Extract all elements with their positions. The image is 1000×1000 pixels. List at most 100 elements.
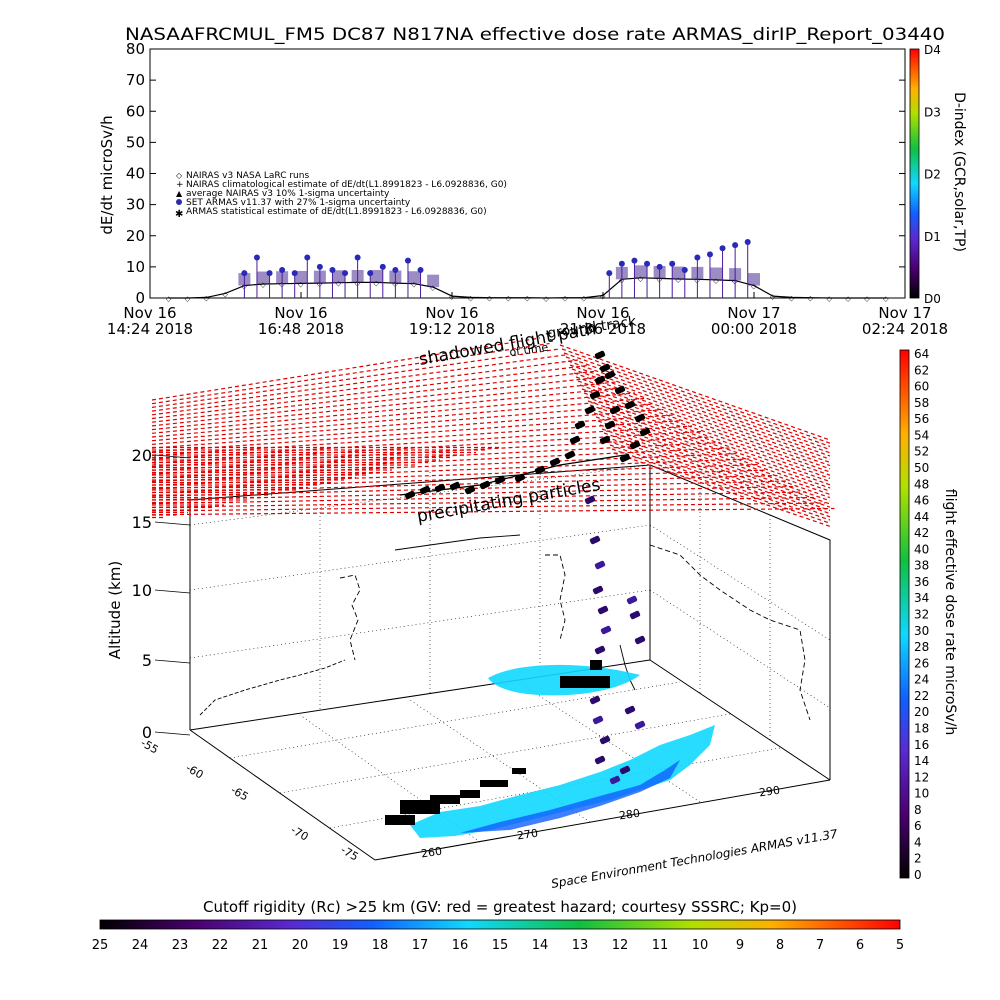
rigidity-colorbar-group: Cutoff rigidity (Rc) >25 km (GV: red = g… (92, 898, 904, 953)
rigidity-tick: 5 (896, 938, 904, 953)
flight-marker (592, 715, 604, 725)
altitude-tick (154, 521, 191, 526)
top-x-tick-date: Nov 16 (576, 304, 629, 322)
rigidity-tick: 15 (492, 938, 509, 953)
flight-marker (464, 485, 476, 495)
d-index-tick: D3 (924, 105, 941, 119)
flight-marker (584, 495, 596, 505)
d-index-tick: D1 (924, 230, 941, 244)
flight-path (399, 350, 651, 785)
legend-entry-2: average NAIRAS v3 10% 1-sigma uncertaint… (186, 189, 390, 199)
legend-symbol-dot (176, 199, 182, 205)
rigidity-contour-right (569, 364, 831, 457)
armas-point (329, 266, 336, 273)
nairas-point: ◇ (430, 284, 436, 292)
rigidity-contour-right (595, 416, 831, 499)
flight-marker (604, 420, 616, 430)
top-y-tick-label: 30 (126, 196, 145, 214)
uncertainty-band (634, 265, 647, 278)
armas-point (253, 254, 260, 261)
rigidity-contour (151, 496, 816, 508)
top-x-tick-date: Nov 16 (274, 304, 327, 322)
armas-point (266, 270, 273, 277)
rigidity-contour (151, 392, 636, 438)
uncertainty-band (710, 267, 723, 280)
altitude-tick-label: 10 (132, 581, 152, 600)
rigidity-tick: 25 (92, 938, 109, 953)
dose-rate-colorbar-label: flight effective dose rate microSv/h (942, 489, 958, 735)
nairas-point: ◇ (449, 293, 455, 301)
flight-marker (639, 427, 651, 437)
flight-marker (594, 560, 606, 570)
box-grid (189, 464, 831, 843)
armas-point (744, 238, 751, 245)
armas-point (241, 270, 248, 277)
flight-marker (549, 457, 561, 467)
rigidity-contour-right (583, 392, 831, 479)
top-x-tick-time: 02:24 2018 (862, 320, 948, 338)
top-y-ticks: 0 10 20 30 40 50 60 70 80 (126, 40, 905, 307)
top-x-tick-date: Nov 16 (425, 304, 478, 322)
armas-point (379, 263, 386, 270)
rigidity-contour-right (571, 368, 831, 460)
rigidity-contour (151, 474, 778, 494)
armas-point (392, 266, 399, 273)
uncertainty-band (427, 274, 440, 288)
rigidity-contour-right (601, 428, 831, 508)
rigidity-tick: 18 (372, 938, 389, 953)
top-x-tick-date: Nov 17 (727, 304, 780, 322)
dose-rate-tick: 52 (914, 445, 929, 459)
top-y-tick-label: 60 (126, 102, 145, 120)
altitude-tick-label: 0 (142, 723, 152, 742)
flight-marker (594, 375, 606, 385)
rigidity-contour (151, 375, 607, 427)
rigidity-contour-right (561, 348, 831, 444)
latitude-tick-label: -75 (339, 843, 361, 863)
nairas-point: ◇ (223, 290, 229, 298)
flight-marker (584, 405, 596, 415)
armas-point (367, 270, 374, 277)
rigidity-contour (151, 397, 645, 442)
nairas-point: ◇ (864, 295, 870, 303)
flight-marker (597, 605, 609, 615)
flight-marker (564, 450, 576, 460)
rigidity-tick: 10 (692, 938, 709, 953)
nairas-point: ◇ (581, 295, 587, 303)
armas-point (732, 242, 739, 249)
rigidity-contour-right (611, 448, 831, 524)
rigidity-contour-right (563, 352, 831, 447)
uncertainty-band (295, 270, 307, 284)
rigidity-tick: 9 (736, 938, 744, 953)
longitude-tick-label: 270 (516, 827, 539, 843)
armas-point (304, 254, 311, 261)
rigidity-contour-right (577, 380, 831, 470)
rigidity-contour (151, 425, 693, 460)
rigidity-tick: 13 (572, 938, 589, 953)
box-frame (154, 455, 831, 861)
dose-rate-tick: 24 (914, 673, 929, 687)
rigidity-contour-right (585, 396, 831, 483)
altitude-tick (154, 589, 191, 594)
flight-marker (619, 765, 631, 775)
altitude-tick (154, 659, 191, 664)
longitude-tick-label: 260 (420, 845, 443, 861)
uncertainty-band (672, 266, 685, 280)
top-y-axis-label: dE/dt microSv/h (98, 115, 116, 234)
armas-point (669, 260, 676, 267)
rigidity-contour (151, 370, 598, 423)
nairas-point: ◇ (487, 295, 493, 303)
altitude-tick-label: 20 (132, 446, 152, 465)
rigidity-contour-right (565, 356, 831, 451)
armas-point (354, 254, 361, 261)
dose-rate-tick: 12 (914, 770, 929, 784)
dose-rate-tick: 36 (914, 575, 929, 589)
flight-line (399, 454, 626, 496)
dose-rate-tick: 60 (914, 380, 929, 394)
rigidity-tick: 6 (856, 938, 864, 953)
nairas-point: ◇ (336, 280, 342, 288)
nairas-point: ◇ (468, 294, 474, 302)
altitude-axis-label: Altitude (km) (106, 561, 124, 659)
region-lower-cyan (410, 725, 715, 838)
legend-symbol-asterisk: ✱ (175, 209, 183, 220)
